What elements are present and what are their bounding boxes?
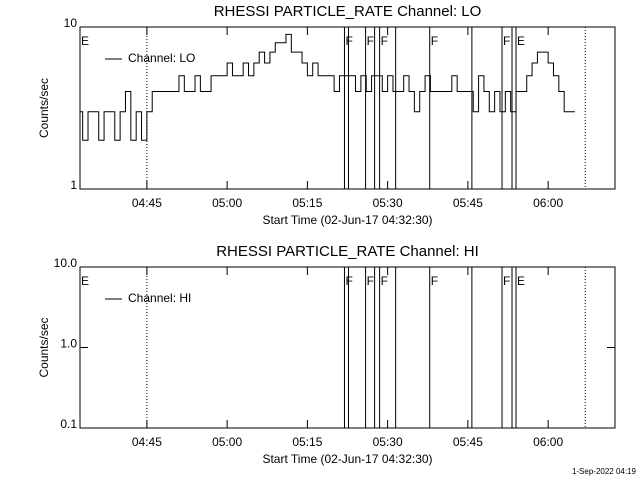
x-tick-label: 05:00 — [212, 196, 242, 210]
x-tick-label: 04:45 — [132, 196, 162, 210]
flag-label: F — [503, 274, 510, 288]
flag-label: F — [503, 34, 510, 48]
x-axis-label: Start Time (02-Jun-17 04:32:30) — [262, 452, 432, 466]
x-tick-label: 06:00 — [533, 435, 563, 449]
legend-label: Channel: HI — [128, 291, 191, 305]
plot-frame — [79, 26, 616, 190]
flag-label: F — [345, 34, 352, 48]
y-tick-label: 10 — [64, 16, 78, 30]
data-line — [80, 33, 575, 141]
flag-label: F — [431, 34, 438, 48]
x-tick-label: 05:45 — [453, 196, 483, 210]
x-tick-label: 05:15 — [292, 196, 322, 210]
x-axis-label: Start Time (02-Jun-17 04:32:30) — [262, 213, 432, 227]
chart-title: RHESSI PARTICLE_RATE Channel: LO — [214, 3, 482, 20]
footer: 1-Sep-2022 04:19 — [572, 467, 637, 476]
y-tick-label: 1 — [70, 178, 77, 192]
x-tick-label: 04:45 — [132, 435, 162, 449]
legend-label: Channel: LO — [128, 51, 195, 65]
flag-label: E — [81, 34, 89, 48]
chart-title: RHESSI PARTICLE_RATE Channel: HI — [216, 243, 479, 260]
x-tick-label: 05:00 — [212, 435, 242, 449]
x-tick-label: 06:00 — [533, 196, 563, 210]
flag-label: F — [345, 274, 352, 288]
x-tick-label: 05:15 — [292, 435, 322, 449]
flag-label: F — [381, 34, 388, 48]
y-axis-label: Counts/sec — [37, 78, 51, 138]
y-tick-label: 10.0 — [54, 256, 78, 270]
flag-label: F — [367, 274, 374, 288]
y-tick-label: 1.0 — [60, 337, 77, 351]
x-tick-label: 05:30 — [373, 196, 403, 210]
y-axis-label: Counts/sec — [37, 317, 51, 377]
flag-label: F — [381, 274, 388, 288]
flag-label: E — [517, 34, 525, 48]
flag-label: E — [81, 274, 89, 288]
flag-label: F — [367, 34, 374, 48]
y-tick-label: 0.1 — [60, 417, 77, 431]
flag-label: F — [431, 274, 438, 288]
flag-label: E — [517, 274, 525, 288]
x-tick-label: 05:30 — [373, 435, 403, 449]
x-tick-label: 05:45 — [453, 435, 483, 449]
